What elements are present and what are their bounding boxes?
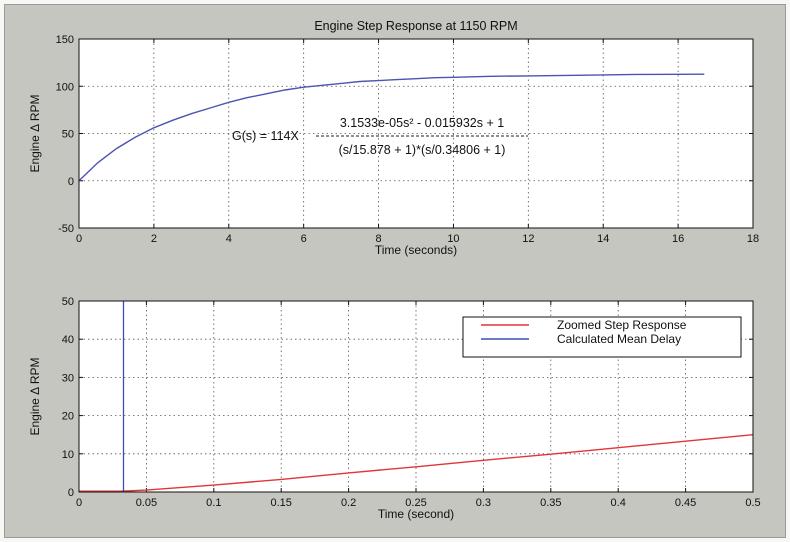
x-tick-label: 2 (151, 233, 157, 245)
x-tick-label: 10 (447, 233, 459, 245)
x-tick-label: 0.25 (405, 497, 426, 509)
x-tick-label: 8 (375, 233, 381, 245)
figure: 0 2 4 6 8 10 12 14 16 18 -50 0 50 100 150 Engine Step R… (4, 4, 786, 538)
y-tick-label: 10 (62, 449, 74, 461)
annotation-numerator: 3.1533e-05s² - 0.015932s + 1 (340, 116, 504, 130)
chart-title: Engine Step Response at 1150 RPM (314, 19, 517, 33)
axes-frame (78, 300, 754, 493)
y-tick-label: 100 (56, 81, 74, 93)
x-tick-label: 14 (597, 233, 609, 245)
y-tick-label: 150 (56, 34, 74, 46)
chart-2: 0 0.05 0.1 0.15 0.2 0.25 0.3 0.35 0.4 0.45 0.5 0 10 2… (28, 296, 761, 521)
x-tick-label: 4 (226, 233, 232, 245)
x-axis-label: Time (second) (378, 507, 454, 521)
annotation-prefix: G(s) = 114X (232, 129, 299, 143)
x-tick-label: 0.5 (745, 497, 760, 509)
legend-label-1: Zoomed Step Response (557, 318, 687, 332)
y-tick-label: 40 (62, 334, 74, 346)
y-tick-label: 50 (62, 296, 74, 308)
annotation-denominator: (s/15.878 + 1)*(s/0.34806 + 1) (339, 143, 506, 157)
x-tick-label: 0.3 (476, 497, 491, 509)
x-tick-label: 0.4 (611, 497, 626, 509)
x-axis-label: Time (seconds) (375, 243, 457, 257)
x-tick-label: 0.35 (540, 497, 561, 509)
y-tick-label: -50 (58, 223, 74, 235)
x-tick-label: 12 (522, 233, 534, 245)
x-tick-label: 0.45 (675, 497, 696, 509)
y-axis-label: Engine Δ RPM (28, 94, 42, 172)
y-tick-label: 20 (62, 411, 74, 423)
x-tick-label: 6 (301, 233, 307, 245)
y-tick-label: 30 (62, 372, 74, 384)
x-tick-label: 0.05 (136, 497, 157, 509)
x-tick-label: 16 (672, 233, 684, 245)
y-tick-label: 0 (68, 487, 74, 499)
x-tick-label: 0.2 (341, 497, 356, 509)
y-tick-label: 50 (62, 129, 74, 141)
y-axis-label: Engine Δ RPM (28, 357, 42, 435)
legend-box (462, 316, 742, 358)
series-line-1 (78, 73, 705, 182)
x-tick-label: 0 (76, 497, 82, 509)
series-line-1 (79, 434, 754, 492)
x-tick-label: 0.1 (206, 497, 221, 509)
plot-area (79, 39, 753, 228)
x-tick-label: 18 (747, 233, 759, 245)
x-tick-label: 0 (76, 233, 82, 245)
y-tick-label: 0 (68, 176, 74, 188)
x-tick-label: 0.15 (270, 497, 291, 509)
axes-frame (78, 38, 754, 229)
legend-label-2: Calculated Mean Delay (557, 332, 681, 346)
